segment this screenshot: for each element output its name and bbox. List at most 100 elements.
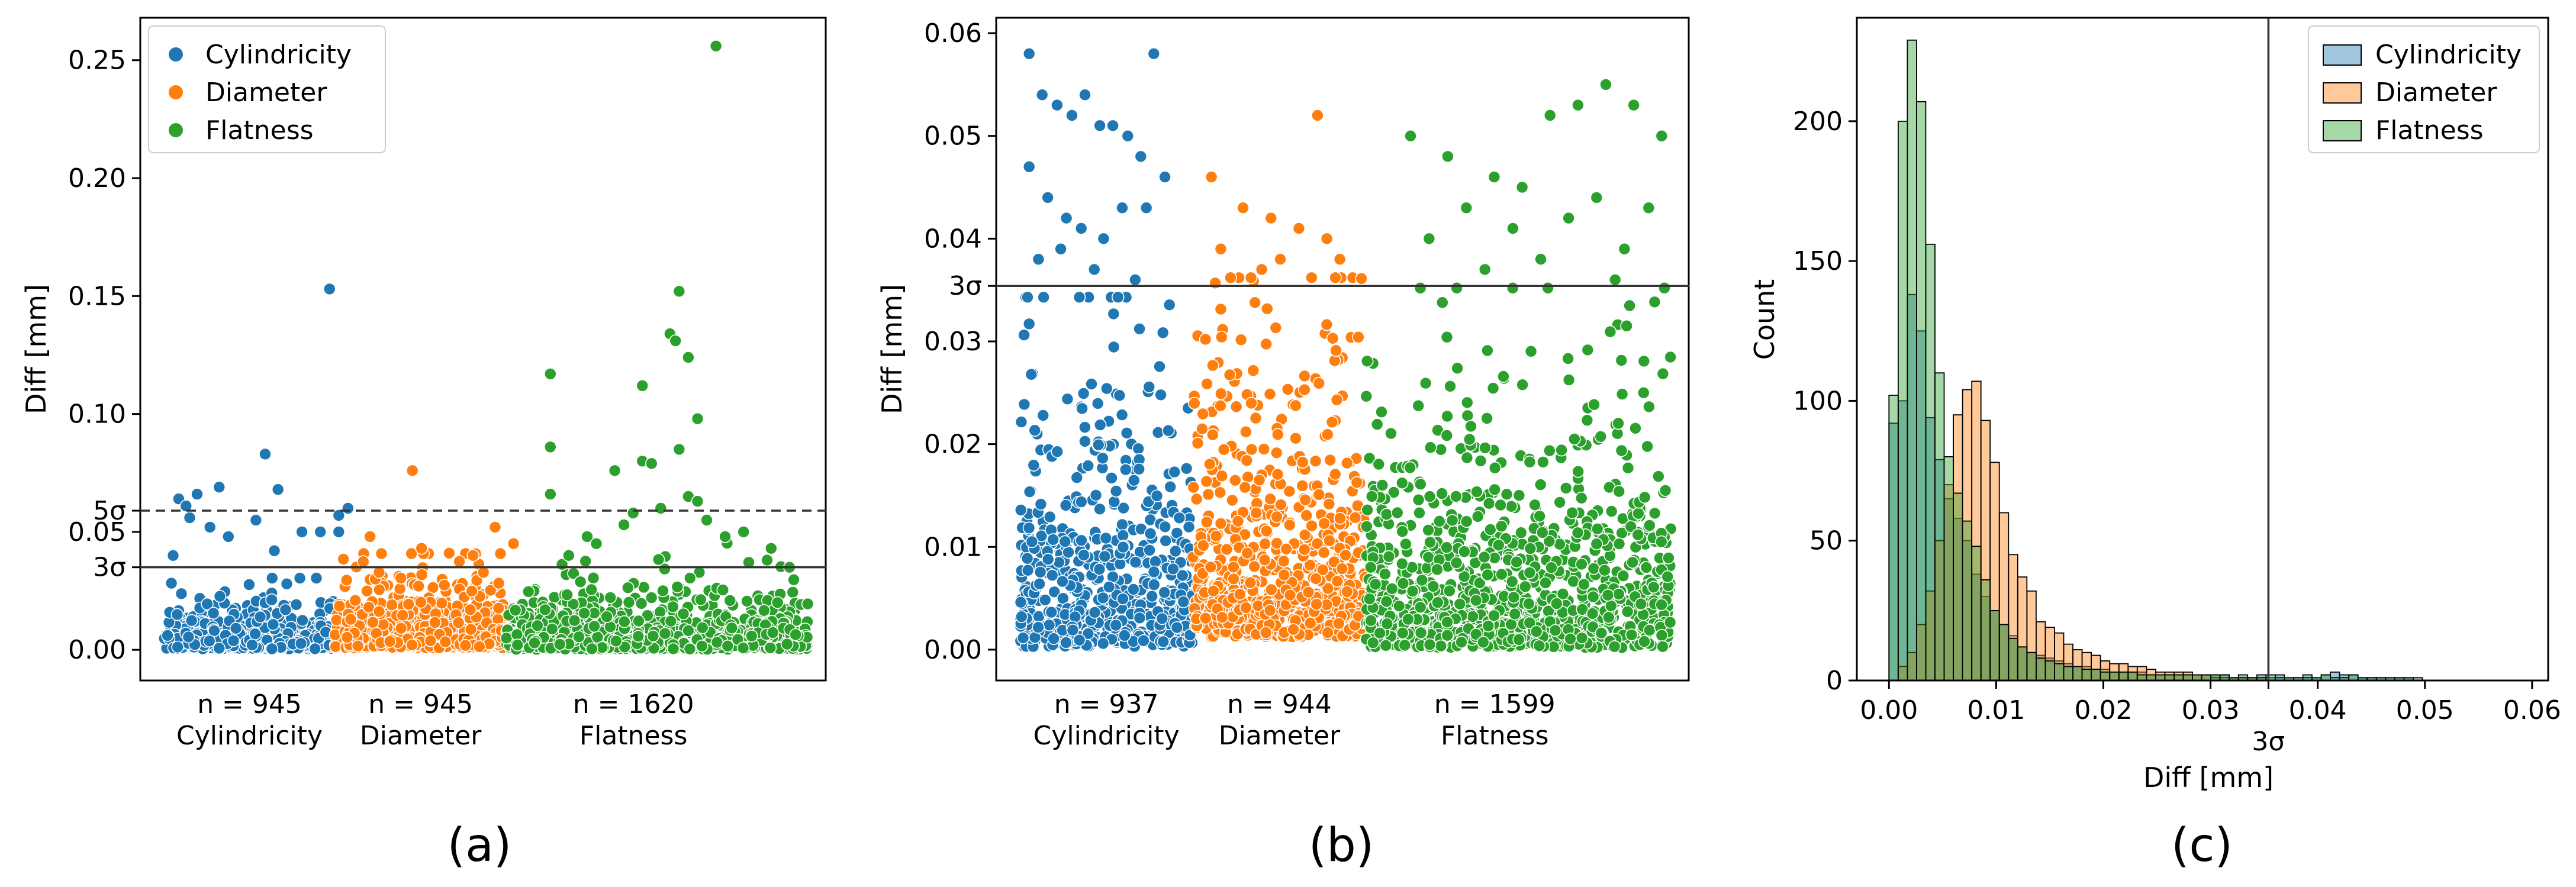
scatter-point [1431, 596, 1444, 609]
y-tick-label: 0 [1826, 666, 1843, 696]
scatter-point [1413, 281, 1427, 295]
outlier-point [543, 440, 557, 454]
scatter-point [1238, 480, 1252, 494]
scatter-point [1399, 537, 1412, 551]
scatter-point [1659, 484, 1672, 497]
hist-bar [1888, 395, 1899, 681]
scatter-point [1379, 567, 1392, 580]
scatter-point [1555, 443, 1568, 457]
outlier-point [1041, 191, 1054, 204]
outlier-point [1264, 211, 1278, 225]
scatter-point [1641, 440, 1654, 453]
scatter-point [1309, 572, 1322, 585]
scatter-point [1209, 276, 1222, 290]
scatter-point [1206, 428, 1219, 441]
scatter-point [1655, 598, 1668, 611]
hist-bar [2026, 651, 2037, 681]
scatter-point [622, 596, 636, 609]
group-label: Diameter [1219, 721, 1341, 751]
panel-caption: (b) [1309, 819, 1374, 872]
scatter-point [1532, 639, 1546, 653]
scatter-point [356, 555, 370, 569]
scatter-point [1339, 549, 1352, 562]
outlier-point [1478, 263, 1492, 276]
scatter-point [1352, 330, 1365, 344]
scatter-point [294, 637, 308, 650]
hist-bar [1989, 610, 2000, 681]
scatter-point [1020, 551, 1034, 565]
outlier-point [1158, 170, 1171, 183]
scatter-point [296, 614, 309, 627]
scatter-point [528, 636, 541, 650]
hist-bar [1925, 243, 1936, 681]
scatter-point [161, 629, 174, 642]
scatter-point [1412, 493, 1425, 507]
scatter-point [1202, 488, 1215, 501]
group-n-label: n = 945 [197, 689, 302, 720]
scatter-point [1524, 344, 1538, 358]
group-n-label: n = 944 [1227, 689, 1332, 720]
hist-bar [2091, 669, 2101, 681]
legend-label: Diameter [205, 78, 327, 108]
y-tick-label: 0.06 [924, 18, 982, 49]
scatter-point [1204, 560, 1218, 574]
scatter-point [1632, 507, 1645, 520]
scatter-point [1444, 379, 1457, 393]
scatter-point [1334, 512, 1347, 525]
sigma-label: 3σ [93, 553, 126, 583]
scatter-point [1191, 437, 1205, 450]
outlier-point [166, 549, 180, 562]
scatter-point [1077, 387, 1090, 400]
scatter-point [1034, 498, 1048, 511]
scatter-point [1568, 433, 1581, 446]
scatter-point [253, 610, 267, 624]
scatter-point [1423, 638, 1437, 651]
scatter-point [1200, 377, 1213, 391]
scatter-point [182, 630, 195, 644]
scatter-point [1621, 461, 1635, 475]
hist-bar [1971, 546, 1982, 681]
y-axis-label: Diff [mm] [876, 284, 908, 414]
scatter-point [1239, 425, 1252, 438]
scatter-point [766, 626, 780, 639]
scatter-point [1406, 585, 1419, 598]
legend-label: Cylindricity [205, 40, 352, 70]
scatter-point [1258, 537, 1271, 551]
scatter-point [1015, 415, 1028, 428]
outlier-point [672, 285, 686, 298]
outlier-point [1618, 242, 1631, 256]
scatter-point [1113, 389, 1126, 402]
scatter-point [1470, 485, 1483, 498]
scatter-point [1571, 526, 1585, 540]
legend-label: Flatness [205, 115, 314, 146]
hist-bar [1907, 39, 1917, 681]
scatter-point [265, 572, 279, 585]
outlier-point [590, 537, 603, 550]
outlier-point [1074, 222, 1088, 235]
scatter-point [1170, 621, 1184, 634]
scatter-point [1510, 555, 1523, 569]
scatter-point [1637, 386, 1650, 399]
x-tick-label: 0.06 [2503, 695, 2561, 725]
scatter-point [435, 596, 449, 610]
outlier-point [1129, 273, 1142, 286]
scatter-point [1143, 544, 1156, 557]
scatter-point [1281, 383, 1295, 396]
scatter-point [1658, 281, 1671, 295]
scatter-point [1099, 531, 1113, 545]
scatter-point [1477, 636, 1490, 649]
scatter-point [414, 595, 427, 609]
scatter-point [1109, 485, 1123, 498]
outlier-point [507, 537, 520, 550]
scatter-point [1220, 543, 1234, 556]
outlier-point [1534, 253, 1547, 266]
scatter-point [656, 584, 669, 598]
scatter-point [1372, 457, 1386, 471]
scatter-point [1142, 380, 1156, 393]
scatter-point [424, 634, 437, 647]
scatter-point [1587, 562, 1601, 575]
scatter-point [308, 642, 322, 656]
scatter-point [1207, 584, 1220, 598]
scatter-point [1638, 491, 1651, 504]
scatter-point [1056, 575, 1069, 588]
